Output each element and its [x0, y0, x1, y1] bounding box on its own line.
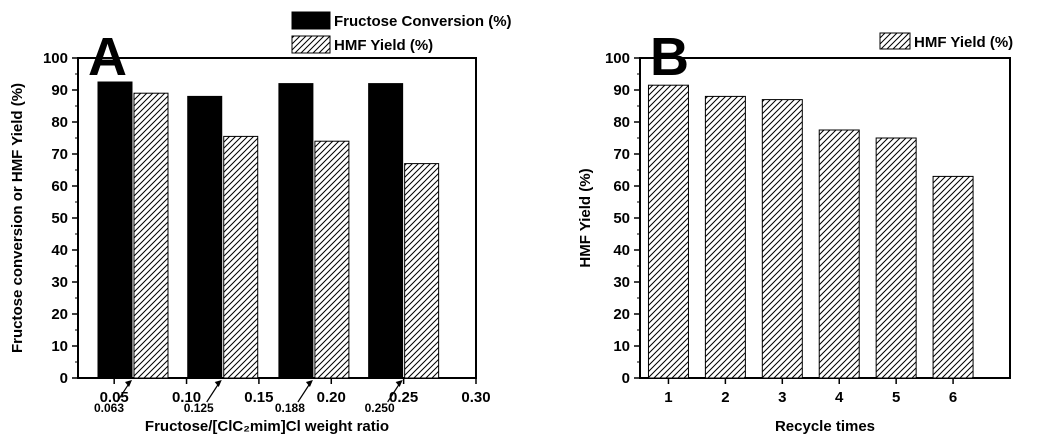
x-tick-label: 2: [721, 389, 729, 406]
category-label: 0.188: [275, 401, 305, 415]
legend-swatch: [291, 11, 331, 30]
x-tick-label: 0.20: [317, 389, 346, 406]
bar-fructose-conversion: [278, 83, 314, 379]
y-tick-label: 50: [613, 210, 630, 227]
bar-hmf-yield: [932, 175, 974, 379]
bar-hmf-yield: [875, 137, 917, 379]
bar-fructose-conversion: [187, 95, 223, 379]
y-tick-label: 10: [51, 338, 68, 355]
chart-a: 0 10 20 30 40 50 60 70 80 90 100 Fructose conversio…: [9, 11, 512, 435]
annotation-arrowhead: [395, 380, 403, 387]
y-axis-label: HMF Yield (%): [577, 168, 594, 267]
y-tick-label: 50: [51, 210, 68, 227]
legend-swatch: [879, 32, 911, 50]
x-tick-label: 3: [778, 389, 786, 406]
category-label: 0.063: [94, 401, 124, 415]
y-tick-label: 0: [60, 370, 68, 387]
y-tick-label: 20: [613, 306, 630, 323]
panel-letter: A: [88, 27, 127, 87]
x-tick-label: 0.05: [100, 389, 129, 406]
x-tick-label: 6: [949, 389, 957, 406]
y-tick-label: 60: [613, 178, 630, 195]
y-tick-label: 70: [613, 146, 630, 163]
x-tick-label: 0.10: [172, 389, 201, 406]
bar-hmf-yield: [647, 84, 689, 379]
y-tick-label: 80: [613, 114, 630, 131]
bar-hmf-yield: [404, 163, 440, 379]
y-tick-label: 80: [51, 114, 68, 131]
y-tick-label: 90: [51, 82, 68, 99]
y-tick-label: 40: [51, 242, 68, 259]
bar-hmf-yield: [761, 99, 803, 379]
annotation-arrowhead: [214, 380, 222, 387]
y-tick-label: 10: [613, 338, 630, 355]
y-tick-label: 0: [622, 370, 630, 387]
y-tick-label: 100: [43, 50, 68, 67]
x-tick-label: 1: [664, 389, 672, 406]
y-tick-label: 60: [51, 178, 68, 195]
legend-label: HMF Yield (%): [334, 37, 433, 54]
legend-swatch: [291, 35, 331, 54]
bar-hmf-yield: [704, 95, 746, 379]
x-axis-label: Recycle times: [775, 418, 875, 435]
x-tick-label: 5: [892, 389, 900, 406]
bar-fructose-conversion: [97, 81, 133, 379]
y-tick-label: 20: [51, 306, 68, 323]
y-tick-label: 30: [613, 274, 630, 291]
x-tick-label: 0.25: [389, 389, 418, 406]
legend-label: HMF Yield (%): [914, 34, 1013, 51]
panel-letter: B: [650, 27, 689, 87]
category-label: 0.250: [365, 401, 395, 415]
annotation-arrowhead: [124, 380, 132, 387]
bar-hmf-yield: [818, 129, 860, 379]
y-tick-label: 90: [613, 82, 630, 99]
y-axis-label: Fructose conversion or HMF Yield (%): [9, 83, 26, 353]
bar-hmf-yield: [223, 135, 259, 379]
x-axis-label: Fructose/[ClC₂mim]Cl weight ratio: [145, 418, 389, 435]
y-tick-label: 40: [613, 242, 630, 259]
category-label: 0.125: [184, 401, 214, 415]
x-tick-label: 4: [835, 389, 844, 406]
y-tick-label: 70: [51, 146, 68, 163]
bar-hmf-yield: [314, 140, 350, 379]
y-tick-label: 30: [51, 274, 68, 291]
legend-label: Fructose Conversion (%): [334, 13, 512, 30]
x-tick-label: 0.30: [461, 389, 490, 406]
chart-b: 0 10 20 30 40 50 60 70 80 90 100 HMF Yield (%) 1 2 3 4 5…: [577, 27, 1013, 435]
x-tick-label: 0.15: [244, 389, 273, 406]
annotation-arrowhead: [305, 380, 313, 387]
bar-fructose-conversion: [368, 83, 404, 379]
y-tick-label: 100: [605, 50, 630, 67]
bar-hmf-yield: [133, 92, 169, 379]
